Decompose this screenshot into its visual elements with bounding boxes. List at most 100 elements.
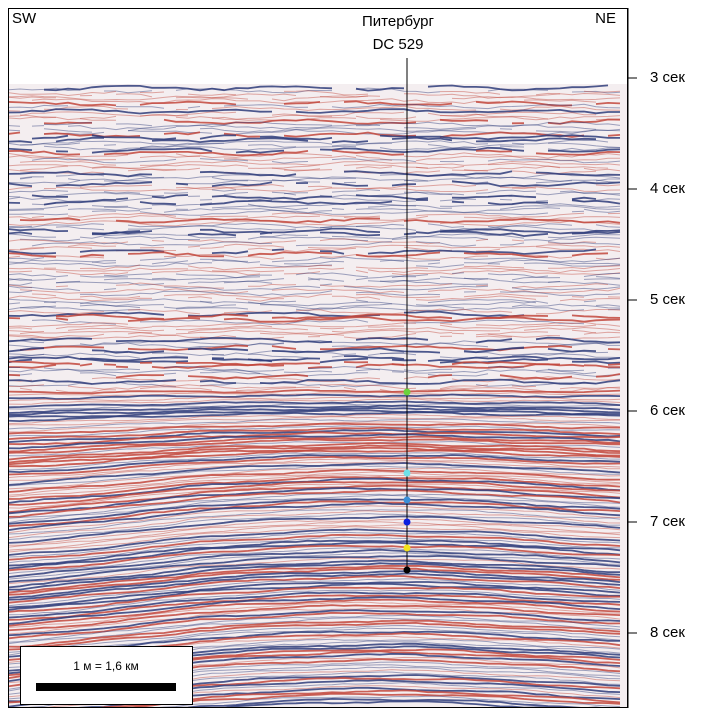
reflector <box>332 295 381 300</box>
reflector <box>55 317 69 321</box>
reflector <box>343 100 453 106</box>
reflector <box>139 114 189 117</box>
reflector <box>103 144 117 146</box>
reflector <box>439 90 501 95</box>
reflector <box>9 621 621 651</box>
reflector <box>511 283 609 289</box>
reflector <box>511 303 621 309</box>
reflector <box>103 288 117 291</box>
reflector <box>9 305 140 312</box>
reflector <box>499 105 621 111</box>
reflector <box>355 269 369 274</box>
reflector <box>403 232 417 236</box>
well-marker <box>403 496 411 504</box>
reflector <box>511 385 537 388</box>
reflector <box>9 435 621 453</box>
reflector <box>9 246 93 251</box>
reflector <box>19 114 57 119</box>
reflector <box>9 627 621 656</box>
reflector <box>9 572 621 601</box>
reflector <box>200 228 273 234</box>
reflector <box>391 236 489 241</box>
reflector <box>127 332 177 336</box>
reflector <box>31 293 57 297</box>
reflector <box>583 90 621 93</box>
reflector <box>19 247 44 250</box>
reflector <box>175 184 285 190</box>
reflector <box>139 160 621 166</box>
reflector <box>535 179 621 184</box>
reflector <box>9 140 33 144</box>
reflector <box>307 366 333 369</box>
reflector <box>79 264 141 270</box>
reflector <box>607 363 621 366</box>
reflector <box>9 433 621 450</box>
reflector <box>9 596 621 625</box>
reflector <box>511 139 609 145</box>
reflector <box>31 241 273 247</box>
reflector <box>499 128 513 130</box>
reflector <box>535 336 621 341</box>
reflector <box>439 322 453 325</box>
reflector <box>187 373 309 380</box>
reflector <box>9 267 189 272</box>
reflector <box>547 265 621 270</box>
tick-label: 8 сек <box>650 624 685 641</box>
reflector <box>43 367 141 371</box>
reflector <box>535 191 621 196</box>
reflector <box>9 607 621 635</box>
reflector <box>451 332 465 335</box>
reflector <box>9 518 621 546</box>
reflector <box>223 280 273 284</box>
reflector <box>9 196 21 198</box>
reflector <box>559 386 621 390</box>
reflector <box>9 498 621 525</box>
reflector <box>595 184 621 187</box>
reflector <box>595 276 621 279</box>
reflector <box>307 365 381 371</box>
reflector <box>367 278 441 282</box>
reflector <box>391 371 405 373</box>
tick-label: 3 сек <box>650 69 685 86</box>
reflector <box>9 609 621 637</box>
reflector <box>511 353 621 359</box>
reflector <box>319 283 333 286</box>
reflector <box>9 494 621 523</box>
reflector <box>9 531 621 558</box>
reflector <box>403 191 453 196</box>
reflector <box>283 271 321 275</box>
reflector <box>427 262 441 265</box>
reflector <box>9 360 81 366</box>
reflector <box>427 298 537 304</box>
reflector <box>9 255 21 258</box>
reflector <box>9 444 621 464</box>
reflector <box>379 280 489 285</box>
reflector <box>607 134 621 137</box>
reflector <box>439 225 621 232</box>
reflector <box>115 123 153 127</box>
reflector <box>9 541 621 570</box>
reflector <box>511 186 621 193</box>
reflector <box>511 275 549 281</box>
reflector <box>55 280 81 284</box>
reflector <box>343 164 465 169</box>
reflector <box>463 252 549 259</box>
reflector <box>104 90 153 94</box>
reflector <box>9 330 45 333</box>
reflector <box>9 619 621 648</box>
reflector <box>415 155 621 162</box>
right-label: NE <box>595 10 616 27</box>
reflector <box>9 252 57 258</box>
reflector <box>163 131 201 136</box>
reflector <box>9 464 620 487</box>
reflector <box>403 342 489 348</box>
reflector <box>19 238 81 242</box>
reflector <box>9 213 69 216</box>
reflector <box>199 158 249 162</box>
reflector <box>9 389 621 395</box>
reflector <box>67 178 81 181</box>
reflector <box>331 182 369 187</box>
reflector <box>211 114 333 120</box>
reflector <box>391 136 453 142</box>
reflector <box>19 176 33 180</box>
